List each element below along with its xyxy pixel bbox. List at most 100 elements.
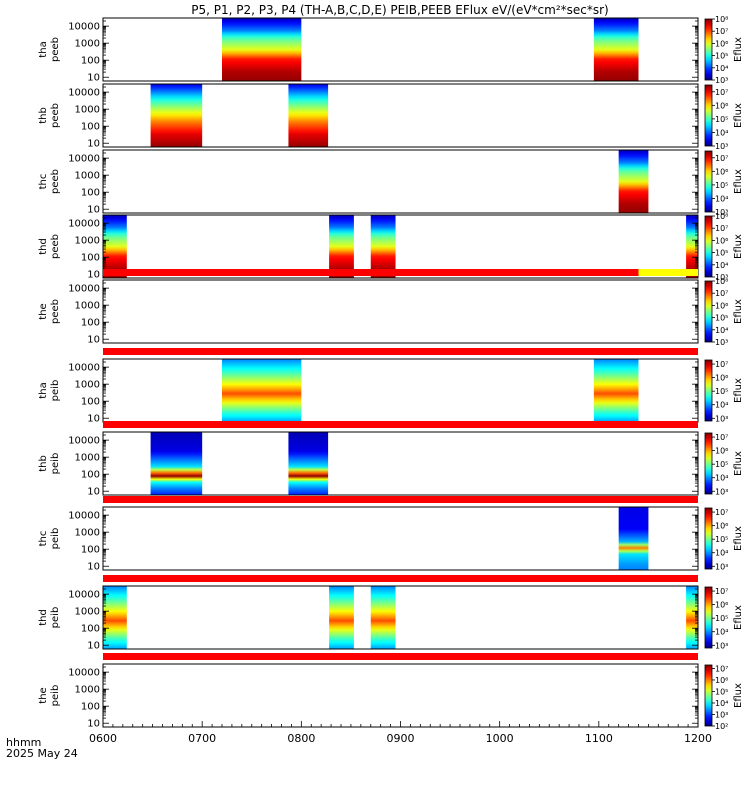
y-tick-label: 10000 bbox=[68, 22, 100, 33]
panel-label-product: peib bbox=[50, 607, 61, 629]
colorbar-label: Eflux bbox=[733, 526, 744, 551]
colorbar-tick-label: 10⁴ bbox=[715, 261, 728, 270]
y-tick-label: 10 bbox=[87, 335, 100, 346]
colorbar-tick-label: 10⁶ bbox=[715, 39, 728, 48]
colorbar-tick-label: 10⁸ bbox=[715, 15, 728, 24]
colorbar-tick-label: 10² bbox=[715, 722, 728, 731]
spectrogram-block bbox=[593, 18, 639, 81]
colorbar bbox=[704, 664, 713, 727]
colorbar-tick-label: 10⁴ bbox=[715, 326, 728, 335]
y-tick-label: 100 bbox=[81, 545, 100, 556]
panel-label-product: peeb bbox=[50, 169, 61, 194]
spectrogram-block bbox=[222, 359, 302, 422]
y-tick-label: 100 bbox=[81, 702, 100, 713]
colorbar bbox=[704, 586, 713, 649]
panel-thb-peib: 10 100 1000 10000 thb peib 10³ 10⁴ 10⁵ 10⁶ 10⁷ Eflu… bbox=[38, 421, 744, 498]
spectrogram-block bbox=[370, 586, 396, 649]
date-label: 2025 May 24 bbox=[6, 747, 78, 760]
y-tick-label: 100 bbox=[81, 253, 100, 264]
y-tick-label: 1000 bbox=[75, 236, 100, 247]
panel-label-probe: tha bbox=[38, 382, 49, 398]
spectrogram-block bbox=[103, 215, 127, 278]
panel-label-product: peeb bbox=[50, 299, 61, 324]
panel-label-product: peib bbox=[50, 528, 61, 550]
spectrogram-block bbox=[618, 150, 649, 213]
panel-frame bbox=[102, 663, 699, 728]
colorbar-tick-label: 10⁶ bbox=[715, 301, 728, 310]
y-tick-label: 100 bbox=[81, 318, 100, 329]
colorbar-tick-label: 10³ bbox=[715, 710, 728, 719]
quality-bar bbox=[103, 348, 698, 355]
colorbar-label: Eflux bbox=[733, 37, 744, 62]
time-axis: 0600 0700 0800 0900 1000 1100 1200 bbox=[89, 721, 712, 745]
colorbar-tick-label: 10⁶ bbox=[715, 236, 728, 245]
spectrogram-block bbox=[686, 215, 698, 278]
colorbar-tick-label: 10⁷ bbox=[715, 289, 728, 298]
colorbar-tick-label: 10⁷ bbox=[715, 433, 728, 442]
y-tick-label: 10 bbox=[87, 487, 100, 498]
y-tick-label: 10 bbox=[87, 719, 100, 730]
x-tick-label: 0800 bbox=[287, 732, 315, 745]
panel-label-product: peeb bbox=[50, 234, 61, 259]
colorbar bbox=[704, 359, 713, 422]
colorbar-label: Eflux bbox=[733, 683, 744, 708]
y-tick-label: 100 bbox=[81, 56, 100, 67]
y-tick-label: 10000 bbox=[68, 219, 100, 230]
panel-the-peib: 10 100 1000 10000 the peib 10² 10³ 10⁴ 10⁵ 10⁶ 10⁷ E… bbox=[38, 653, 744, 731]
colorbar-tick-label: 10⁴ bbox=[715, 194, 728, 203]
spectrogram-block bbox=[618, 507, 649, 570]
colorbar-label: Eflux bbox=[733, 378, 744, 403]
colorbar-tick-label: 10⁵ bbox=[715, 181, 728, 190]
colorbar bbox=[704, 280, 713, 343]
panel-frame bbox=[102, 506, 699, 571]
panel-label-probe: thd bbox=[38, 238, 49, 255]
colorbar-tick-label: 10⁶ bbox=[715, 374, 728, 383]
panel-label-probe: tha bbox=[38, 41, 49, 57]
colorbar-tick-label: 10⁷ bbox=[715, 664, 728, 673]
colorbar-tick-label: 10⁷ bbox=[715, 27, 728, 36]
colorbar-tick-label: 10⁵ bbox=[715, 115, 728, 124]
colorbar-tick-label: 10⁴ bbox=[715, 64, 728, 73]
panel-label-product: peib bbox=[50, 685, 61, 707]
panel-tha-peeb: 10 100 1000 10000 tha peeb 10³ 10⁴ 10⁵ 10⁶ 10⁷ 10⁸ E… bbox=[38, 15, 744, 85]
y-tick-label: 10000 bbox=[68, 154, 100, 165]
colorbar-tick-label: 10⁴ bbox=[715, 401, 728, 410]
colorbar-tick-label: 10⁷ bbox=[715, 587, 728, 596]
spectrogram-block bbox=[150, 432, 203, 495]
panel-label-probe: thb bbox=[38, 107, 49, 124]
y-tick-label: 1000 bbox=[75, 105, 100, 116]
quality-bar bbox=[103, 421, 698, 428]
y-tick-label: 1000 bbox=[75, 607, 100, 618]
y-tick-label: 10 bbox=[87, 414, 100, 425]
y-tick-label: 10000 bbox=[68, 284, 100, 295]
y-tick-label: 1000 bbox=[75, 39, 100, 50]
colorbar-tick-label: 10⁵ bbox=[715, 314, 728, 323]
quality-bar-extension bbox=[638, 269, 698, 276]
panel-label-probe: thb bbox=[38, 455, 49, 472]
panel-thd-peib: 10 100 1000 10000 thd peib 10³ 10⁴ 10⁵ 10⁶ 10⁷ Eflu… bbox=[38, 575, 744, 652]
quality-bar bbox=[103, 653, 698, 660]
colorbar-tick-label: 10⁶ bbox=[715, 101, 728, 110]
spectrogram-block bbox=[329, 586, 354, 649]
spectrogram-block bbox=[370, 215, 396, 278]
y-tick-label: 10 bbox=[87, 562, 100, 573]
y-tick-label: 1000 bbox=[75, 380, 100, 391]
y-tick-label: 10000 bbox=[68, 363, 100, 374]
colorbar-label: Eflux bbox=[733, 234, 744, 259]
y-tick-label: 10 bbox=[87, 205, 100, 216]
x-tick-label: 0600 bbox=[89, 732, 117, 745]
y-tick-label: 10000 bbox=[68, 88, 100, 99]
y-tick-label: 1000 bbox=[75, 453, 100, 464]
panel-label-product: peeb bbox=[50, 103, 61, 128]
y-tick-label: 100 bbox=[81, 122, 100, 133]
panel-label-product: peeb bbox=[50, 37, 61, 62]
spectrogram-block bbox=[593, 359, 639, 422]
colorbar-tick-label: 10⁸ bbox=[715, 277, 728, 286]
colorbar-tick-label: 10⁵ bbox=[715, 535, 728, 544]
colorbar-tick-label: 10⁷ bbox=[715, 508, 728, 517]
colorbar-tick-label: 10⁴ bbox=[715, 549, 728, 558]
colorbar-tick-label: 10³ bbox=[715, 273, 728, 282]
panel-thc-peib: 10 100 1000 10000 thc peib 10³ 10⁴ 10⁵ 10⁶ 10⁷ Eflu… bbox=[38, 496, 744, 573]
panel-frame bbox=[102, 17, 699, 82]
